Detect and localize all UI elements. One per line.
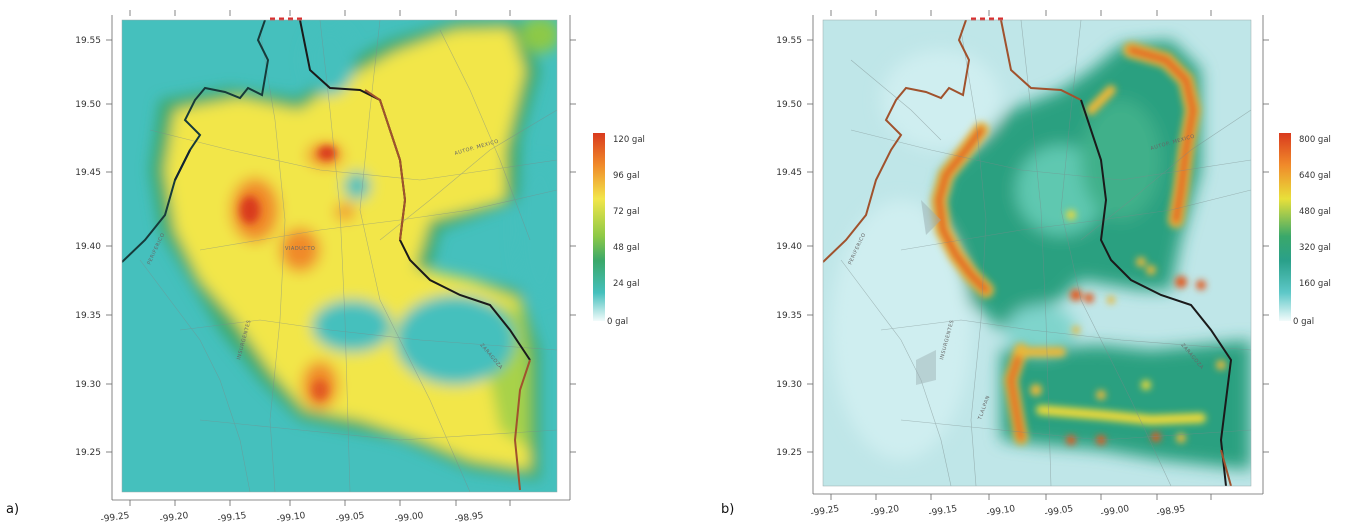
x-tick-b-3: -99.10 (986, 504, 1017, 519)
x-tick-a-6: -98.95 (454, 511, 484, 525)
intensity-field-b: AUTOP. MEXICO PERIFERICO INSURGENTES ZAR… (823, 20, 1251, 486)
x-tick-a-2: -99.15 (217, 511, 247, 525)
map-b-svg: AUTOP. MEXICO PERIFERICO INSURGENTES ZAR… (776, 10, 1331, 519)
y-tick-a-5: 19.30 (75, 380, 101, 390)
street-label-viaducto: VIADUCTO (285, 246, 315, 252)
x-tick-b-0: -99.25 (810, 504, 840, 519)
x-tick-labels-b: -99.25 -99.20 -99.15 -99.10 -99.05 -99.0… (810, 504, 1186, 519)
legend-label-b-5: 0 gal (1293, 317, 1314, 327)
x-tick-b-5: -99.00 (1100, 504, 1131, 519)
map-a-svg: AUTOP. MEXICO PERIFERICO INSURGENTES VIA… (75, 10, 645, 525)
x-tick-a-4: -99.05 (335, 511, 365, 525)
x-tick-a-1: -99.20 (159, 511, 189, 525)
ticks-a (106, 10, 576, 506)
x-tick-b-6: -98.95 (1156, 504, 1186, 519)
panel-letter-a: a) (6, 502, 20, 517)
y-tick-b-5: 19.30 (776, 380, 802, 390)
x-tick-a-0: -99.25 (100, 511, 130, 525)
y-tick-a-0: 19.55 (75, 36, 101, 46)
x-tick-b-1: -99.20 (870, 504, 901, 519)
y-tick-a-3: 19.40 (75, 242, 101, 252)
legend-labels-a: 120 gal 96 gal 72 gal 48 gal 24 gal 0 ga… (607, 135, 645, 327)
legend-label-a-5: 0 gal (607, 317, 628, 327)
panel-a: AUTOP. MEXICO PERIFERICO INSURGENTES VIA… (6, 10, 645, 525)
y-tick-b-2: 19.45 (776, 168, 802, 178)
x-tick-a-3: -99.10 (276, 511, 306, 525)
x-tick-b-2: -99.15 (928, 504, 958, 519)
y-tick-b-3: 19.40 (776, 242, 802, 252)
y-tick-a-1: 19.50 (75, 100, 101, 110)
legend-label-a-4: 24 gal (613, 279, 639, 289)
x-tick-b-4: -99.05 (1044, 504, 1074, 519)
legend-label-b-0: 800 gal (1299, 135, 1331, 145)
legend-label-b-4: 160 gal (1299, 279, 1331, 289)
ticks-b (807, 10, 1269, 500)
legend-label-a-3: 48 gal (613, 243, 639, 253)
legend-label-b-2: 480 gal (1299, 207, 1331, 217)
y-tick-labels-b: 19.55 19.50 19.45 19.40 19.35 19.30 19.2… (776, 36, 802, 458)
y-tick-b-6: 19.25 (776, 448, 802, 458)
legend-label-a-1: 96 gal (613, 171, 639, 181)
legend-colorbar-b (1279, 133, 1291, 321)
boundary-east-b (1080, 99, 1233, 486)
x-tick-a-5: -99.00 (394, 511, 424, 525)
boundary-west-b (823, 20, 971, 263)
panel-b: AUTOP. MEXICO PERIFERICO INSURGENTES ZAR… (681, 0, 1362, 532)
y-tick-b-4: 19.35 (776, 311, 802, 321)
y-tick-b-0: 19.55 (776, 36, 802, 46)
y-tick-labels-a: 19.55 19.50 19.45 19.40 19.35 19.30 19.2… (75, 36, 101, 458)
legend-label-a-0: 120 gal (613, 135, 645, 145)
y-tick-a-4: 19.35 (75, 311, 101, 321)
legend-labels-b: 800 gal 640 gal 480 gal 320 gal 160 gal … (1293, 135, 1331, 327)
legend-label-b-1: 640 gal (1299, 171, 1331, 181)
legend-colorbar-a (593, 133, 605, 321)
panel-letter-b: b) (721, 502, 735, 517)
legend-label-b-3: 320 gal (1299, 243, 1331, 253)
intensity-field-a: AUTOP. MEXICO PERIFERICO INSURGENTES VIA… (122, 20, 557, 492)
legend-label-a-2: 72 gal (613, 207, 639, 217)
y-tick-b-1: 19.50 (776, 100, 802, 110)
y-tick-a-2: 19.45 (75, 168, 101, 178)
x-tick-labels-a: -99.25 -99.20 -99.15 -99.10 -99.05 -99.0… (100, 511, 484, 525)
boundary-west-a (122, 20, 270, 263)
y-tick-a-6: 19.25 (75, 448, 101, 458)
